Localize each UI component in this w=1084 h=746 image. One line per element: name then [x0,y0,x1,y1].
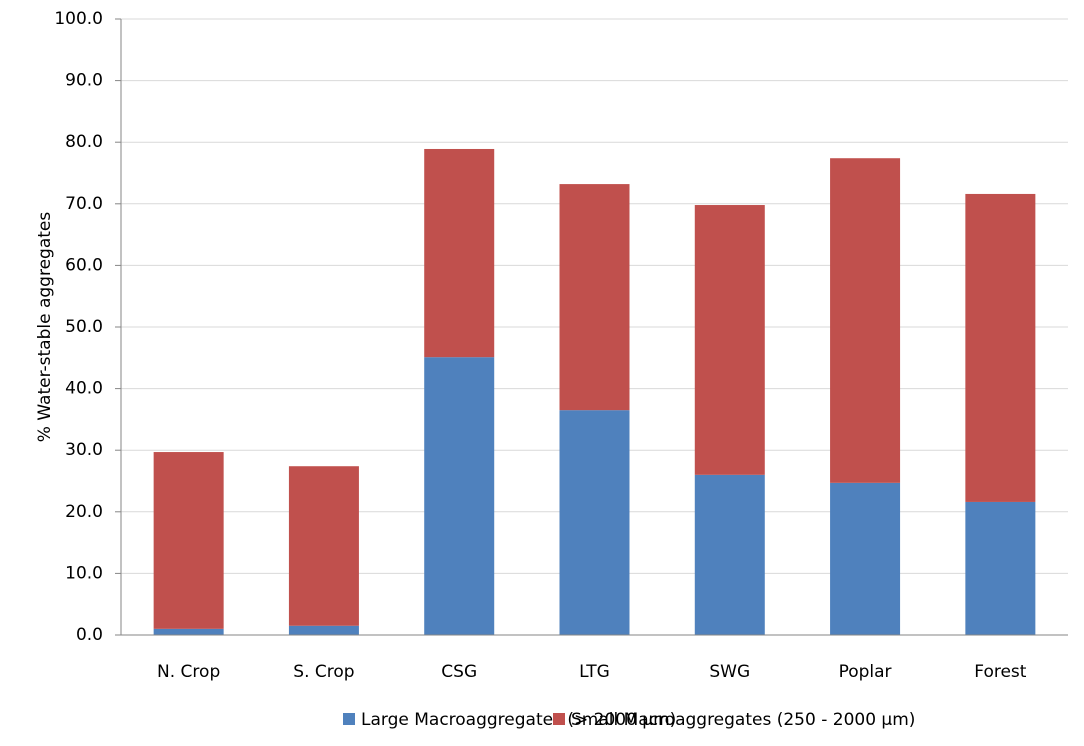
bar-segment [965,501,1036,635]
bar-segment [830,482,901,635]
legend-label: Large Macroaggregates (> 2000 µm) [361,710,676,730]
bar-segment [965,193,1036,502]
legend-label: Small Macroaggregates (250 - 2000 µm) [571,710,915,730]
bar-segment [424,357,495,635]
x-tick-label: Poplar [839,662,892,682]
bar-segment [424,148,495,358]
y-axis-title: % Water-stable aggregates [35,212,55,443]
bar-segment [694,474,765,635]
y-tick-label: 40.0 [65,379,103,399]
x-tick-label: LTG [579,662,610,682]
y-tick-label: 100.0 [54,9,103,29]
bar-segment [559,184,630,411]
bar-segment [153,452,224,629]
y-tick-label: 70.0 [65,194,103,214]
y-tick-label: 30.0 [65,440,103,460]
bar-segment [830,158,901,483]
x-tick-label: Forest [974,662,1027,682]
y-tick-label: 90.0 [65,71,103,91]
bar-segment [694,205,765,475]
y-tick-label: 0.0 [76,625,103,645]
bar-segment [288,625,359,635]
legend-swatch [553,713,565,725]
bar-segment [153,628,224,635]
legend-swatch [343,713,355,725]
x-tick-label: N. Crop [157,662,220,682]
x-tick-label: S. Crop [293,662,354,682]
y-tick-label: 20.0 [65,502,103,522]
y-tick-label: 80.0 [65,132,103,152]
bar-segment [288,466,359,626]
y-tick-label: 50.0 [65,317,103,337]
y-tick-label: 10.0 [65,563,103,583]
x-tick-label: SWG [709,662,750,682]
bar-segment [559,410,630,635]
y-tick-label: 60.0 [65,255,103,275]
x-tick-label: CSG [441,662,477,682]
